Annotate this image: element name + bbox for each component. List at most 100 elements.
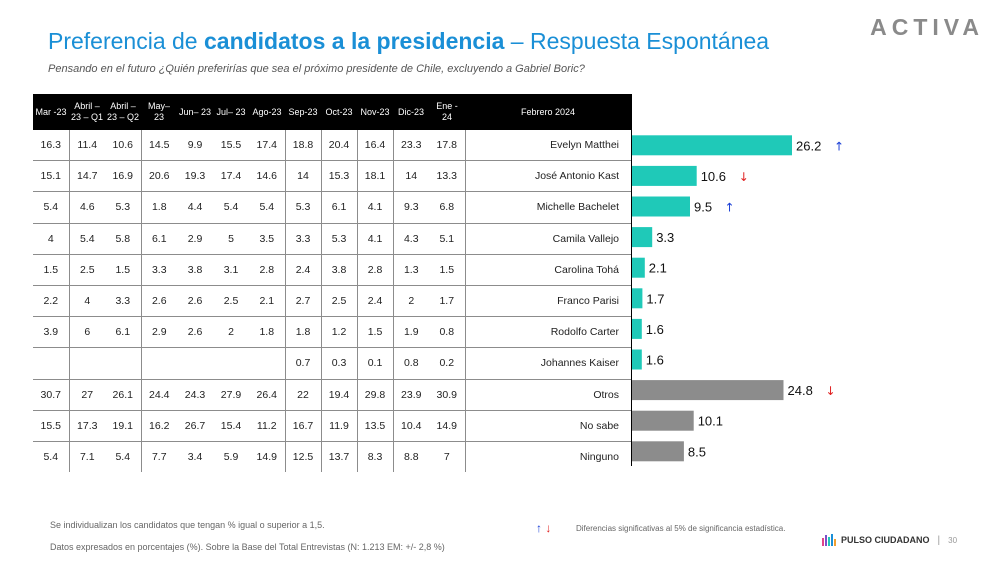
table-row: 15.1 14.7 16.9 20.6 19.3 17.4 14.6 14 15.3 18.1 14… [33,160,631,193]
candidate-name: Carolina Tohá [464,254,631,286]
table-cell: 8.8 [392,441,429,473]
table-cell: 2.5 [68,254,105,286]
column-header: Sep-23 [285,94,321,130]
table-cell: 3.3 [284,223,321,255]
table-cell: 3.8 [177,254,213,286]
table-cell: 4 [33,223,69,255]
table-cell: 9.9 [177,130,213,162]
table-cell: 0.1 [356,347,393,380]
table-cell: 15.4 [213,410,249,442]
candidate-name: Michelle Bachelet [464,191,631,224]
table-cell: 5.4 [33,191,69,224]
table-cell: 23.9 [392,379,429,411]
bar-value-label: 9.5 [694,200,712,215]
table-cell: 13.5 [356,410,393,442]
table-right-border [631,94,632,466]
table-cell: 2.8 [249,254,285,286]
table-cell: 1.8 [249,316,285,349]
table-cell: 6.1 [320,191,357,224]
table-cell: 2.4 [356,285,393,318]
arrow-up-icon: ↑ [725,201,735,215]
table-cell: 7.1 [68,441,105,473]
table-cell: 2.9 [140,316,177,349]
table-cell: 1.8 [140,191,177,224]
table-cell: 2.7 [284,285,321,318]
table-cell: 3.3 [105,285,141,318]
table-cell [140,347,177,380]
column-header: Oct-23 [321,94,357,130]
table-cell: 14.5 [140,130,177,162]
table-cell: 6 [68,316,105,349]
table-header-row: Mar -23 Abril – 23 – Q1 Abril – 23 – Q2 May… [33,94,631,130]
table-cell: 1.5 [429,254,465,286]
table-cell: 0.8 [429,316,465,349]
table-cell: 29.8 [356,379,393,411]
table-cell: 17.4 [213,160,249,193]
table-cell: 1.5 [105,254,141,286]
activa-logo: ACTIVA [870,14,984,40]
table-cell: 5.8 [105,223,141,255]
table-cell: 5.3 [284,191,321,224]
table-cell: 1.2 [320,316,357,349]
bar [632,135,792,156]
table-cell: 30.9 [429,379,465,411]
legend-arrows: ↑ ↓ [536,521,551,535]
column-header: Jul– 23 [213,94,249,130]
column-header: Abril – 23 – Q2 [105,94,141,130]
bar-value-label: 1.7 [646,291,664,306]
table-cell: 5.4 [43,450,59,463]
table-cell: 5.4 [68,223,105,255]
table-cell: 6.8 [429,191,465,224]
page-title: Preferencia de candidatos a la presidenc… [48,28,770,54]
table-cell: 2.4 [284,254,321,286]
bar-value-label: 24.8 [788,383,813,398]
pulso-ciudadano-footer: PULSO CIUDADANO | 30 [822,533,957,547]
table-cell [68,347,105,380]
table-cell: 14.7 [68,160,105,193]
table-cell: 10.4 [392,410,429,442]
table-cell: 5.9 [223,450,239,463]
table-cell: 3.8 [320,254,357,286]
history-table: Mar -23 Abril – 23 – Q1 Abril – 23 – Q2 May… [33,94,631,473]
table-cell: 23.3 [392,130,429,162]
bar [632,196,690,217]
table-cell: 3.5 [249,223,285,255]
table-cell: 3.4 [187,450,203,463]
table-row: 5.4 4.6 5.3 1.8 4.4 5.4 5.4 5.3 6.1 4.1 9.3 6.8 Mich… [33,191,631,224]
legend-significance-text: Diferencias significativas al 5% de sign… [576,524,786,533]
table-cell: 19.4 [320,379,357,411]
candidate-name: Evelyn Matthei [464,130,631,162]
table-cell: 12.5 [284,441,321,473]
table-cell: 2.9 [177,223,213,255]
table-cell: 5.4 [249,191,285,224]
table-cell: 1.3 [392,254,429,286]
table-cell: 18.8 [284,130,321,162]
bar-value-label: 10.1 [698,414,723,429]
table-cell: 16.7 [284,410,321,442]
arrow-up-icon: ↑ [834,139,844,153]
bar [632,165,697,186]
table-row: 3.9 6 6.1 2.9 2.6 2 1.8 1.8 1.2 1.5 1.9 0.8 Rodolfo … [33,316,631,349]
table-cell: 27 [68,379,105,411]
table-cell: 6.1 [140,223,177,255]
table-cell: 1.9 [392,316,429,349]
table-cell: 26.1 [105,379,141,411]
table-cell: 4.6 [68,191,105,224]
table-cell: 2.5 [213,285,249,318]
arrow-down-icon: ↓ [545,521,552,535]
bar-value-label: 8.5 [688,444,706,459]
candidate-name: Camila Vallejo [464,223,631,255]
table-cell: 24.3 [177,379,213,411]
table-cell: 2.5 [320,285,357,318]
table-cell: 4.3 [392,223,429,255]
candidate-name: Franco Parisi [464,285,631,318]
table-cell: 30.7 [33,379,69,411]
table-cell: 14 [284,160,321,193]
table-cell: 0.7 [284,347,321,380]
table-cell [213,347,249,380]
column-header: Jun– 23 [177,94,213,130]
table-cell: 22 [284,379,321,411]
table-cell: 2.1 [249,285,285,318]
bar [632,288,643,309]
table-cell: 14.9 [429,410,465,442]
